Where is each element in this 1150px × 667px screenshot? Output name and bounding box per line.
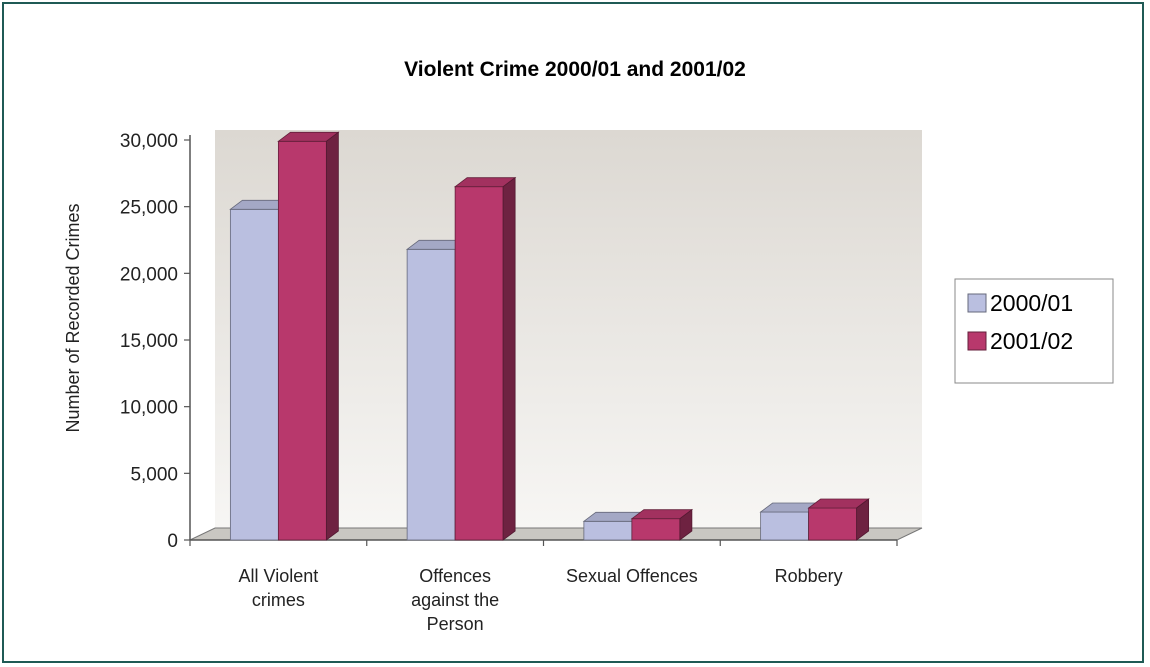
legend-label: 2000/01	[990, 290, 1073, 316]
x-category-label: Offences against the Person	[411, 566, 499, 634]
y-tick-label: 30,000	[120, 131, 178, 152]
y-tick-label: 15,000	[120, 331, 178, 352]
x-axis-categories: All Violent crimes Offences against the Pers…	[189, 540, 898, 634]
x-category-label: Sexual Offences	[566, 566, 698, 586]
chart-title: Violent Crime 2000/01 and 2001/02	[404, 58, 746, 81]
legend-swatch	[967, 293, 987, 313]
bars	[229, 131, 870, 541]
y-tick-label: 0	[167, 531, 178, 552]
x-category-label: Robbery	[775, 566, 843, 586]
y-tick-label: 5,000	[130, 464, 178, 485]
y-axis-ticks: 0 5,000 10,000 15,000 20,000 25,000 30,000	[120, 131, 190, 552]
back-wall	[215, 130, 922, 528]
legend-label: 2001/02	[990, 328, 1073, 354]
y-tick-label: 20,000	[120, 264, 178, 285]
y-tick-label: 25,000	[120, 198, 178, 219]
legend: 2000/01 2001/02	[954, 278, 1114, 384]
bar	[277, 131, 340, 541]
x-category-label: All Violent crimes	[239, 566, 319, 610]
y-tick-label: 10,000	[120, 398, 178, 419]
bar	[630, 508, 694, 541]
y-axis-label: Number of Recorded Crimes	[63, 203, 83, 432]
bar	[807, 498, 870, 541]
bar	[453, 176, 517, 541]
legend-swatch	[967, 331, 987, 351]
